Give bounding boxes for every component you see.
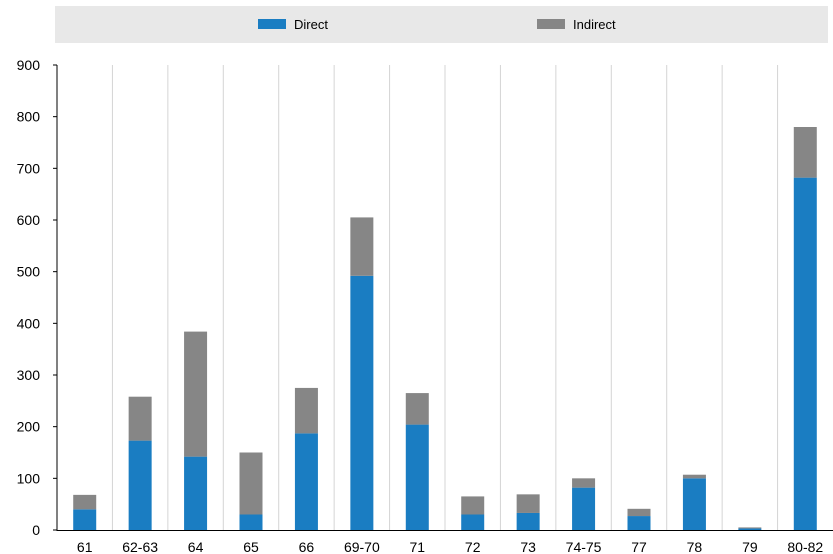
bar-direct-72 [461, 515, 484, 531]
bar-direct-64 [184, 457, 207, 530]
y-tick-label: 0 [32, 522, 40, 538]
bar-indirect-65 [240, 453, 263, 515]
legend-label-indirect: Indirect [573, 17, 616, 32]
bar-indirect-78 [683, 475, 706, 479]
bar-indirect-66 [295, 388, 318, 433]
bar-indirect-74-75 [572, 478, 595, 487]
bar-direct-62-63 [129, 441, 152, 530]
x-tick-label: 73 [520, 539, 536, 554]
y-tick-label: 700 [17, 160, 41, 176]
legend-band [55, 6, 828, 43]
bar-direct-66 [295, 433, 318, 530]
y-tick-label: 800 [17, 109, 41, 125]
bar-direct-65 [240, 515, 263, 531]
bar-direct-74-75 [572, 488, 595, 530]
x-tick-label: 69-70 [344, 539, 380, 554]
y-tick-label: 500 [17, 264, 41, 280]
x-tick-label: 64 [188, 539, 204, 554]
x-tick-label: 78 [687, 539, 703, 554]
bar-indirect-79 [738, 527, 761, 528]
bar-indirect-71 [406, 393, 429, 425]
bar-direct-73 [517, 513, 540, 530]
bar-indirect-69-70 [350, 217, 373, 275]
x-tick-label: 80-82 [787, 539, 823, 554]
x-tick-label: 62-63 [122, 539, 158, 554]
x-axis-ticks: 61 62-63 64 65 66 69-70 71 72 73 74-75 77 78 79 80-82 [77, 539, 823, 554]
y-tick-label: 300 [17, 367, 41, 383]
bar-direct-69-70 [350, 276, 373, 530]
bar-indirect-72 [461, 496, 484, 514]
bar-indirect-64 [184, 332, 207, 457]
legend-swatch-indirect [537, 19, 565, 29]
legend-label-direct: Direct [294, 17, 328, 32]
y-tick-label: 200 [17, 419, 41, 435]
grid-lines [112, 65, 777, 530]
bar-indirect-61 [73, 495, 96, 509]
x-tick-label: 77 [631, 539, 647, 554]
bar-direct-80-82 [794, 178, 817, 530]
bar-direct-77 [628, 516, 651, 530]
bar-indirect-80-82 [794, 127, 817, 178]
x-tick-label: 65 [243, 539, 259, 554]
bar-direct-71 [406, 425, 429, 530]
bar-indirect-62-63 [129, 397, 152, 441]
bar-indirect-77 [628, 509, 651, 516]
bar-indirect-73 [517, 494, 540, 513]
y-axis-ticks: 0 100 200 300 400 500 600 700 800 900 [17, 57, 57, 538]
bar-direct-78 [683, 478, 706, 530]
y-tick-label: 900 [17, 57, 41, 73]
x-tick-label: 66 [299, 539, 315, 554]
bar-direct-79 [738, 528, 761, 530]
y-tick-label: 600 [17, 212, 41, 228]
x-tick-label: 74-75 [566, 539, 602, 554]
x-tick-label: 61 [77, 539, 93, 554]
y-tick-label: 400 [17, 315, 41, 331]
legend-swatch-direct [258, 19, 286, 29]
y-tick-label: 100 [17, 470, 41, 486]
x-tick-label: 71 [409, 539, 425, 554]
x-tick-label: 79 [742, 539, 758, 554]
x-tick-label: 72 [465, 539, 481, 554]
bar-direct-61 [73, 509, 96, 530]
